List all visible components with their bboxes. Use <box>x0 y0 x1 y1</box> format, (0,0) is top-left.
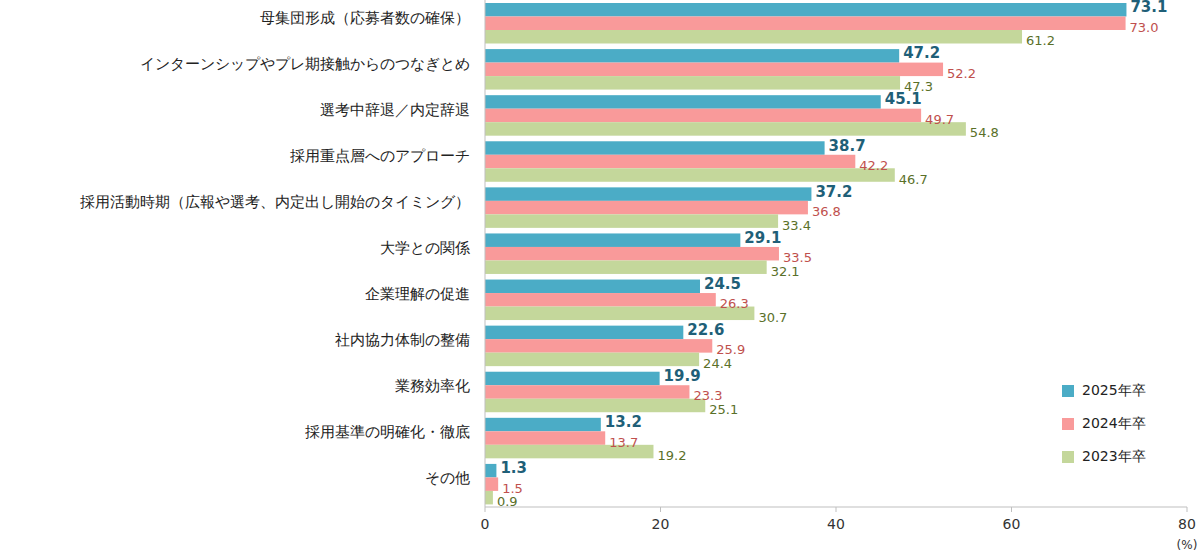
data-labels: 73.173.061.247.252.247.345.149.754.838.7… <box>497 0 1168 509</box>
data-label: 45.1 <box>885 90 922 108</box>
bar <box>485 3 1126 17</box>
category-label: 大学との関係 <box>380 239 470 257</box>
data-label: 52.2 <box>947 66 976 81</box>
x-tick-label: 0 <box>481 516 490 532</box>
bar <box>485 49 899 63</box>
bar <box>485 155 855 169</box>
legend-swatch <box>1062 385 1074 397</box>
category-label: 社内協力体制の整備 <box>335 331 470 349</box>
data-label: 73.0 <box>1130 20 1159 35</box>
category-label: 採用重点層へのアプローチ <box>290 147 470 165</box>
bar <box>485 95 881 109</box>
legend-label: 2024年卒 <box>1082 415 1146 431</box>
data-label: 46.7 <box>899 172 928 187</box>
x-tick <box>485 507 486 512</box>
x-tick <box>1011 507 1012 512</box>
bar <box>485 293 716 307</box>
chart-container: 73.173.061.247.252.247.345.149.754.838.7… <box>0 0 1200 554</box>
bar <box>485 76 900 90</box>
legend: 2025年卒 2024年卒 2023年卒 <box>1062 382 1146 464</box>
x-tick-label: 40 <box>827 516 845 532</box>
bar <box>485 307 754 321</box>
data-label: 22.6 <box>687 321 724 339</box>
data-label: 33.4 <box>782 218 811 233</box>
bar <box>485 214 778 228</box>
bar <box>485 418 601 432</box>
bar <box>485 260 767 274</box>
data-label: 26.3 <box>720 296 749 311</box>
data-label: 1.3 <box>500 459 527 477</box>
bar <box>485 63 943 77</box>
bar <box>485 280 700 294</box>
x-axis-label: (%) <box>1177 538 1198 552</box>
legend-swatch <box>1062 418 1074 430</box>
legend-label: 2023年卒 <box>1082 448 1146 464</box>
category-label: 選考中辞退／内定辞退 <box>320 101 470 119</box>
bar <box>485 326 683 340</box>
data-label: 37.2 <box>815 183 852 201</box>
bar <box>485 353 699 367</box>
bar <box>485 187 811 201</box>
bar <box>485 122 966 136</box>
data-label: 13.7 <box>609 435 638 450</box>
bar <box>485 431 605 445</box>
bar <box>485 477 498 491</box>
data-label: 61.2 <box>1026 33 1055 48</box>
data-label: 19.9 <box>664 367 701 385</box>
data-label: 24.4 <box>703 356 732 371</box>
bar <box>485 233 740 247</box>
bar <box>485 17 1126 31</box>
bar <box>485 247 779 260</box>
x-tick <box>660 507 661 512</box>
data-label: 54.8 <box>970 125 999 140</box>
data-label: 73.1 <box>1130 0 1167 16</box>
bars <box>485 3 1126 504</box>
bar <box>485 168 895 182</box>
data-label: 47.2 <box>903 44 940 62</box>
bar <box>485 464 496 478</box>
category-label: 採用活動時期（広報や選考、内定出し開始のタイミング） <box>80 193 470 211</box>
legend-label: 2025年卒 <box>1082 382 1146 398</box>
data-label: 13.2 <box>605 413 642 431</box>
category-label: 採用基準の明確化・徹底 <box>305 423 470 441</box>
chart: 73.173.061.247.252.247.345.149.754.838.7… <box>0 0 1200 554</box>
data-label: 49.7 <box>925 112 954 127</box>
y-axis <box>485 0 486 507</box>
bar <box>485 372 660 386</box>
data-label: 24.5 <box>704 275 741 293</box>
data-label: 32.1 <box>771 264 800 279</box>
bar <box>485 339 712 353</box>
data-label: 30.7 <box>758 310 787 325</box>
data-label: 25.1 <box>709 402 738 417</box>
x-tick-label: 20 <box>652 516 670 532</box>
category-label: 母集団形成（応募者数の確保） <box>260 9 470 27</box>
category-label: その他 <box>425 469 470 487</box>
category-label: 業務効率化 <box>395 377 470 395</box>
bar <box>485 491 493 505</box>
legend-swatch <box>1062 451 1074 463</box>
category-label: 企業理解の促進 <box>365 285 470 303</box>
x-tick-label: 80 <box>1178 516 1196 532</box>
bar <box>485 109 921 123</box>
bar <box>485 30 1022 44</box>
data-label: 42.2 <box>859 158 888 173</box>
bar <box>485 141 825 155</box>
bar <box>485 385 689 399</box>
bar <box>485 399 705 413</box>
x-tick-label: 60 <box>1003 516 1021 532</box>
data-label: 19.2 <box>657 448 686 463</box>
data-label: 36.8 <box>812 204 841 219</box>
bar <box>485 201 808 215</box>
data-label: 29.1 <box>744 229 781 247</box>
category-label: インターンシップやプレ期接触からのつなぎとめ <box>140 55 470 73</box>
x-tick <box>1187 507 1188 512</box>
data-label: 38.7 <box>829 137 866 155</box>
x-tick <box>836 507 837 512</box>
